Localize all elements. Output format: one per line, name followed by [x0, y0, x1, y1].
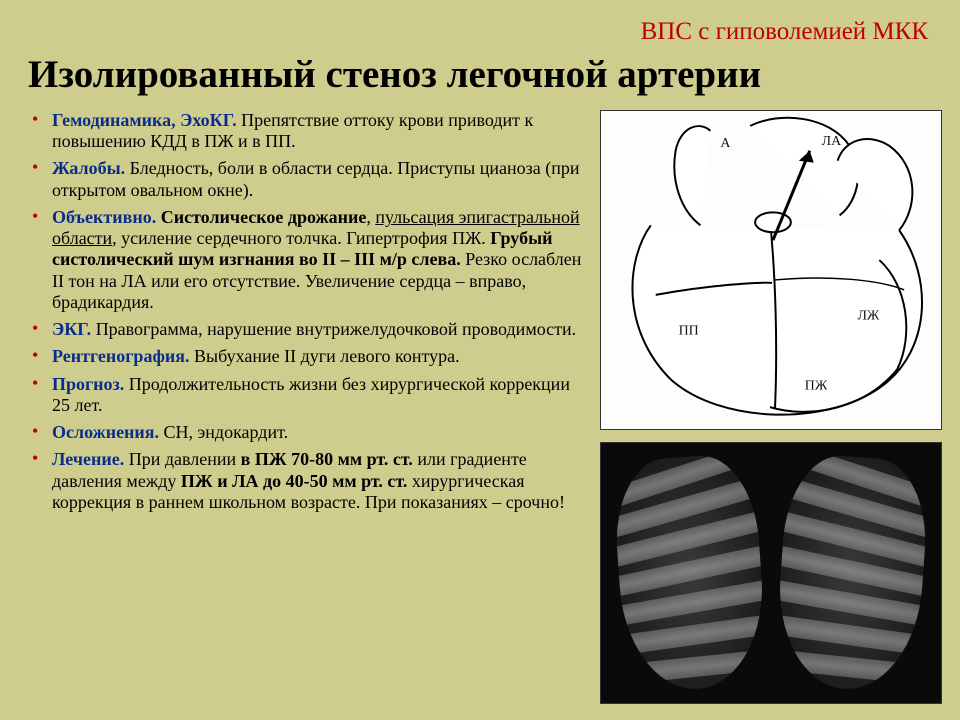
bullet-lead: Гемодинамика, ЭхоКГ. [52, 110, 237, 130]
bullet-item: Жалобы. Бледность, боли в области сердца… [52, 158, 582, 200]
image-column: А ЛА ПП ЛЖ ПЖ [600, 110, 942, 704]
header-tag: ВПС с гиповолемией МКК [641, 18, 928, 46]
bullet-item: Осложнения. СН, эндокардит. [52, 422, 582, 443]
bullet-lead: Прогноз. [52, 374, 124, 394]
bullet-item: Лечение. При давлении в ПЖ 70-80 мм рт. … [52, 449, 582, 513]
bullet-text: Выбухание II дуги левого контура. [190, 346, 460, 366]
text-column: Гемодинамика, ЭхоКГ. Препятствие оттоку … [28, 110, 582, 704]
xray-lung-right [773, 452, 931, 693]
bullet-text: СН, эндокардит. [159, 422, 288, 442]
heart-label-a: А [720, 136, 730, 151]
bullet-text: Бледность, боли в области сердца. Присту… [52, 158, 579, 199]
heart-label-lzh: ЛЖ [857, 309, 879, 324]
bullet-item: Гемодинамика, ЭхоКГ. Препятствие оттоку … [52, 110, 582, 152]
bullet-lead: Лечение. [52, 449, 124, 469]
heart-label-la: ЛА [822, 134, 841, 149]
xray-lung-left [611, 452, 769, 693]
bullet-text: При давлении в ПЖ 70-80 мм рт. ст. или г… [52, 449, 565, 511]
bullet-text: Продолжительность жизни без хирургическо… [52, 374, 570, 415]
bullet-item: Объективно. Систолическое дрожание, пуль… [52, 207, 582, 313]
bullet-item: Прогноз. Продолжительность жизни без хир… [52, 374, 582, 416]
content-row: Гемодинамика, ЭхоКГ. Препятствие оттоку … [28, 110, 942, 704]
bullet-lead: Объективно. [52, 207, 156, 227]
bullet-lead: Рентгенография. [52, 346, 190, 366]
bullet-lead: Осложнения. [52, 422, 159, 442]
heart-label-pp: ПП [679, 324, 699, 339]
bullet-text: Правограмма, нарушение внутрижелудочково… [91, 319, 576, 339]
heart-label-pzh: ПЖ [805, 378, 828, 393]
heart-diagram: А ЛА ПП ЛЖ ПЖ [600, 110, 942, 430]
bullet-item: ЭКГ. Правограмма, нарушение внутрижелудо… [52, 319, 582, 340]
bullet-item: Рентгенография. Выбухание II дуги левого… [52, 346, 582, 367]
chest-xray [600, 442, 942, 704]
page-title: Изолированный стеноз легочной артерии [28, 52, 761, 97]
bullet-lead: Жалобы. [52, 158, 125, 178]
bullet-lead: ЭКГ. [52, 319, 91, 339]
bullet-list: Гемодинамика, ЭхоКГ. Препятствие оттоку … [28, 110, 582, 513]
